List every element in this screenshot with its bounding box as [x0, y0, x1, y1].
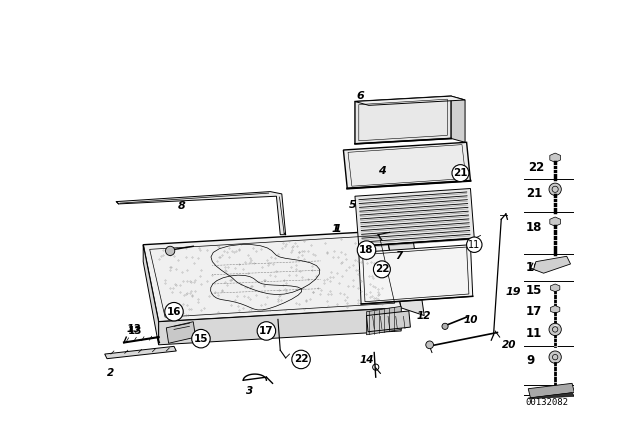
Polygon shape — [355, 96, 465, 105]
Circle shape — [166, 246, 175, 255]
Polygon shape — [166, 322, 196, 343]
Text: 2: 2 — [108, 368, 115, 378]
Text: 6: 6 — [356, 91, 364, 101]
Text: 11: 11 — [468, 240, 481, 250]
Circle shape — [452, 165, 469, 181]
Text: 5: 5 — [349, 200, 356, 210]
Text: 13: 13 — [128, 326, 143, 336]
Circle shape — [549, 323, 561, 336]
Text: 20: 20 — [502, 340, 516, 350]
Polygon shape — [159, 308, 401, 345]
Polygon shape — [550, 284, 560, 292]
Text: 00132082: 00132082 — [525, 398, 568, 407]
Text: 1: 1 — [332, 224, 340, 234]
Polygon shape — [116, 192, 285, 235]
Text: 16: 16 — [526, 261, 542, 274]
Text: 16: 16 — [167, 307, 181, 317]
Polygon shape — [550, 217, 561, 226]
Circle shape — [292, 350, 310, 369]
Text: 22: 22 — [528, 161, 545, 174]
Text: 22: 22 — [374, 264, 389, 274]
Circle shape — [257, 322, 276, 340]
Circle shape — [549, 183, 561, 195]
Polygon shape — [355, 96, 451, 144]
Circle shape — [426, 341, 433, 349]
Text: 21: 21 — [453, 168, 468, 178]
Text: 22: 22 — [294, 354, 308, 365]
Circle shape — [549, 351, 561, 363]
Polygon shape — [550, 306, 560, 313]
Text: 4: 4 — [378, 166, 386, 176]
Text: 15: 15 — [194, 334, 208, 344]
Polygon shape — [367, 311, 410, 332]
Polygon shape — [528, 383, 575, 398]
Text: 1: 1 — [333, 224, 341, 234]
Polygon shape — [367, 306, 401, 335]
Text: 7: 7 — [396, 251, 403, 261]
Circle shape — [192, 329, 210, 348]
Text: 11: 11 — [526, 327, 542, 340]
Text: 13: 13 — [127, 324, 141, 334]
Polygon shape — [143, 231, 401, 322]
Polygon shape — [143, 245, 159, 345]
Text: 18: 18 — [526, 220, 542, 233]
Circle shape — [357, 241, 376, 259]
Text: 8: 8 — [178, 201, 186, 211]
Text: 19: 19 — [505, 288, 520, 297]
Polygon shape — [550, 153, 561, 162]
Text: 9: 9 — [526, 354, 534, 367]
Polygon shape — [528, 392, 575, 399]
Polygon shape — [344, 142, 470, 189]
Polygon shape — [386, 231, 424, 315]
Text: 17: 17 — [259, 326, 274, 336]
Text: 12: 12 — [417, 310, 431, 321]
Polygon shape — [359, 245, 473, 304]
Polygon shape — [105, 346, 176, 359]
Circle shape — [373, 261, 390, 278]
Circle shape — [164, 302, 183, 321]
Text: 15: 15 — [526, 284, 542, 297]
Text: 18: 18 — [359, 245, 374, 255]
Text: 3: 3 — [246, 386, 253, 396]
Circle shape — [467, 237, 482, 252]
Polygon shape — [355, 189, 474, 246]
Text: 10: 10 — [463, 315, 477, 325]
Text: 17: 17 — [526, 305, 542, 318]
Text: 14: 14 — [359, 355, 374, 365]
Polygon shape — [451, 96, 465, 142]
Circle shape — [442, 323, 448, 329]
Polygon shape — [534, 256, 570, 273]
Text: 21: 21 — [526, 187, 542, 200]
